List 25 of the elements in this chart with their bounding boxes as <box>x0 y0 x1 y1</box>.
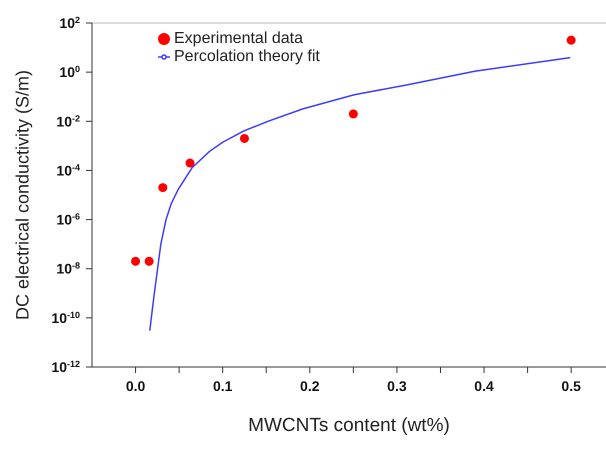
x-tick-label: 0.5 <box>561 378 582 394</box>
point <box>348 109 358 118</box>
y-tick-label: 10$^{-10}$ <box>51 310 80 326</box>
point <box>131 256 140 266</box>
point <box>158 183 168 192</box>
point <box>144 256 154 266</box>
x-tick-label: 0.0 <box>126 378 146 394</box>
y-axis-title: DC electrical conductivity (S/m) <box>12 70 32 320</box>
x-tick-label: 0.1 <box>212 378 233 394</box>
y-tick-label: 10$^{0}$ <box>59 64 80 80</box>
x-tick-label: 0.3 <box>387 378 407 394</box>
y-tick-label: 10$^{-4}$ <box>56 162 80 178</box>
legend-label: Experimental data <box>174 30 303 47</box>
legend-label: Percolation theory fit <box>174 48 320 65</box>
point <box>566 36 576 45</box>
x-axis-title: MWCNTs content (wt%) <box>248 415 450 436</box>
point <box>185 158 195 168</box>
x-tick-label: 0.2 <box>300 378 320 394</box>
y-tick-label: 10$^{-12}$ <box>51 359 80 375</box>
x-tick-label: 0.4 <box>474 378 494 394</box>
y-tick-label: 10$^{-8}$ <box>56 260 80 277</box>
y-tick-label: 10$^{-6}$ <box>56 212 80 228</box>
y-tick-label: 10$^{2}$ <box>59 15 80 31</box>
point <box>240 134 249 143</box>
y-tick-label: 10$^{-2}$ <box>56 113 80 130</box>
